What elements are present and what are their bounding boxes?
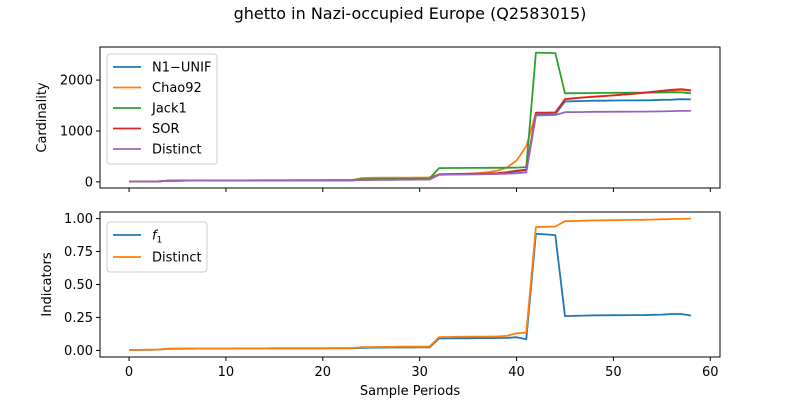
y-tick-label: 2000 <box>60 74 93 89</box>
series-line-f1 <box>129 232 692 351</box>
legend-label-distinct: Distinct <box>152 251 202 266</box>
y-tick-label: 1000 <box>60 124 93 139</box>
x-tick-label: 10 <box>218 365 235 380</box>
x-axis-label: Sample Periods <box>360 384 460 399</box>
indicators-panel: 0 10 20 30 40 50 60 0.00 0.25 0.50 0.75 1.00 Indicat… <box>40 211 721 380</box>
x-tick-label: 40 <box>508 365 525 380</box>
legend-label-chao92: Chao92 <box>152 81 202 96</box>
y-axis-label: Cardinality <box>35 82 50 153</box>
x-tick-label: 50 <box>605 365 622 380</box>
x-tick-label: 0 <box>125 365 133 380</box>
legend-label-distinct: Distinct <box>152 143 202 158</box>
y-tick-label: 0.00 <box>64 344 93 359</box>
y-tick-label: 0.25 <box>64 311 93 326</box>
x-tick-label: 60 <box>702 365 719 380</box>
legend-label-sor: SOR <box>152 122 180 137</box>
plot-frame <box>99 46 721 189</box>
y-tick-label: 1.00 <box>64 212 93 227</box>
y-tick-label: 0 <box>85 175 93 190</box>
y-tick-label: 0.75 <box>64 245 93 260</box>
legend-label-n1-unif: N1−UNIF <box>152 61 211 76</box>
legend-frame <box>106 53 218 165</box>
y-tick-label: 0.50 <box>64 278 93 293</box>
legend-label-jack1: Jack1 <box>151 102 187 117</box>
chart-title: ghetto in Nazi-occupied Europe (Q2583015… <box>234 4 587 23</box>
x-tick-label: 20 <box>315 365 332 380</box>
legend: N1−UNIF Chao92 Jack1 SOR Distinct <box>106 53 218 165</box>
legend: f1 Distinct <box>106 221 208 273</box>
y-axis-label: Indicators <box>40 252 55 316</box>
series-line-distinct <box>129 217 691 351</box>
series-line-distinct <box>129 110 691 183</box>
legend-label-f1: f1 <box>152 229 162 246</box>
x-tick-label: 30 <box>411 365 428 380</box>
cardinality-panel: 0 1000 2000 Cardinality N1−UNIF Chao92 Jack1 SO… <box>35 46 721 192</box>
